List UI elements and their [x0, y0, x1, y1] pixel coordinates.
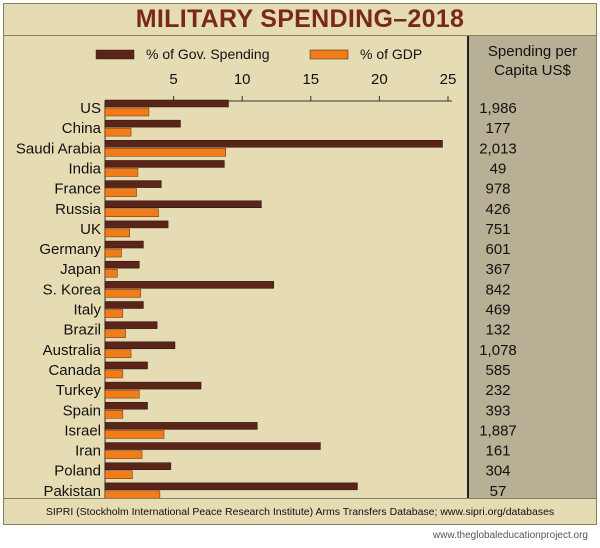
legend-label-1: % of Gov. Spending: [146, 46, 269, 62]
chart-frame: MILITARY SPENDING–2018 Spending per Capi…: [3, 3, 597, 525]
per-capita-value: 393: [485, 402, 510, 419]
bar-gdp: [104, 148, 226, 157]
bar-gov-spending: [104, 422, 258, 430]
legend-swatch-1: [95, 49, 135, 60]
per-capita-value: 751: [485, 221, 510, 238]
bar-gov-spending: [104, 180, 162, 188]
bar-gdp: [104, 228, 130, 238]
bar-gdp: [104, 450, 143, 459]
bar-chart: % of Gov. Spending % of GDP 5 10 15 20 25 US 1,9…: [16, 46, 517, 498]
bar-gov-spending: [104, 341, 176, 350]
per-capita-value: 57: [490, 483, 507, 498]
per-capita-value: 1,986: [479, 100, 517, 117]
bar-gov-spending: [104, 140, 443, 148]
x-tick-label-5: 5: [169, 71, 177, 88]
bar-gdp: [104, 168, 139, 177]
category-label: US: [80, 100, 101, 117]
bar-gdp: [104, 389, 140, 399]
category-label: Poland: [54, 463, 101, 480]
category-label: Pakistan: [43, 483, 101, 498]
category-label: Japan: [60, 261, 101, 278]
x-tick-label-20: 20: [371, 71, 388, 88]
per-capita-header: Spending per Capita US$: [469, 42, 596, 80]
category-label: Saudi Arabia: [16, 140, 102, 157]
bar-gdp: [104, 107, 150, 117]
bar-gov-spending: [104, 402, 148, 410]
per-capita-panel: Spending per Capita US$: [467, 36, 596, 498]
bar-gov-spending: [104, 240, 144, 249]
category-label: Brazil: [63, 322, 101, 339]
per-capita-value: 304: [485, 463, 510, 480]
bar-gov-spending: [104, 462, 172, 470]
bar-gdp: [104, 490, 161, 498]
bar-gdp: [104, 289, 141, 298]
bar-gdp: [104, 430, 165, 439]
category-label: Israel: [64, 422, 101, 439]
per-capita-value: 469: [485, 302, 510, 319]
bar-gov-spending: [104, 260, 140, 269]
bar-gov-spending: [104, 321, 158, 329]
per-capita-value: 49: [490, 160, 507, 177]
per-capita-value: 2,013: [479, 140, 517, 157]
bar-gdp: [104, 208, 159, 217]
per-capita-value: 232: [485, 382, 510, 399]
footer-url: www.theglobaleducationproject.org: [432, 530, 588, 541]
category-label: UK: [80, 221, 101, 238]
per-capita-value: 426: [485, 201, 510, 218]
bar-gov-spending: [104, 160, 225, 168]
source-note: SIPRI (Stockholm International Peace Res…: [4, 498, 596, 524]
legend-swatch-2: [309, 49, 349, 60]
bar-gdp: [104, 369, 124, 379]
category-label: China: [62, 120, 102, 137]
per-capita-value: 842: [485, 281, 510, 298]
bar-gov-spending: [104, 381, 202, 390]
bar-gdp: [104, 470, 133, 479]
category-label: S. Korea: [43, 281, 102, 298]
bar-gdp: [104, 188, 137, 197]
bar-gov-spending: [104, 281, 275, 289]
category-label: France: [54, 181, 101, 198]
bar-gdp: [104, 248, 122, 258]
per-capita-value: 161: [485, 443, 510, 460]
bar-gov-spending: [104, 482, 358, 491]
category-label: Germany: [39, 241, 101, 258]
category-label: Canada: [48, 362, 101, 379]
category-label: Spain: [63, 402, 101, 419]
per-capita-value: 601: [485, 241, 510, 258]
title-bar: MILITARY SPENDING–2018: [4, 4, 596, 36]
category-label: Australia: [43, 342, 102, 359]
bar-gdp: [104, 329, 126, 338]
per-capita-value: 1,887: [479, 422, 517, 439]
bar-gov-spending: [104, 301, 144, 309]
bar-gdp: [104, 349, 132, 359]
per-capita-header-line1: Spending per: [487, 43, 578, 60]
category-label: Italy: [73, 302, 101, 319]
bar-gov-spending: [104, 99, 229, 108]
x-tick-label-10: 10: [234, 71, 251, 88]
category-label: India: [68, 160, 101, 177]
per-capita-value: 132: [485, 322, 510, 339]
bar-gov-spending: [104, 200, 262, 208]
per-capita-value: 585: [485, 362, 510, 379]
bar-gov-spending: [104, 361, 148, 370]
bar-gdp: [104, 127, 132, 137]
per-capita-value: 1,078: [479, 342, 517, 359]
bar-gov-spending: [104, 220, 169, 229]
category-label: Russia: [55, 201, 102, 218]
bar-gov-spending: [104, 119, 181, 128]
bar-gdp: [104, 309, 124, 318]
bar-gov-spending: [104, 442, 321, 450]
bar-gdp: [104, 410, 124, 419]
category-label: Iran: [75, 443, 101, 460]
per-capita-header-line2: Capita US$: [494, 62, 571, 79]
per-capita-value: 367: [485, 261, 510, 278]
bar-gdp: [104, 268, 118, 278]
per-capita-value: 177: [485, 120, 510, 137]
per-capita-value: 978: [485, 181, 510, 198]
x-tick-label-25: 25: [440, 71, 457, 88]
legend-label-2: % of GDP: [360, 46, 422, 62]
x-tick-label-15: 15: [302, 71, 319, 88]
chart-title: MILITARY SPENDING–2018: [135, 5, 465, 33]
category-label: Turkey: [56, 382, 102, 399]
